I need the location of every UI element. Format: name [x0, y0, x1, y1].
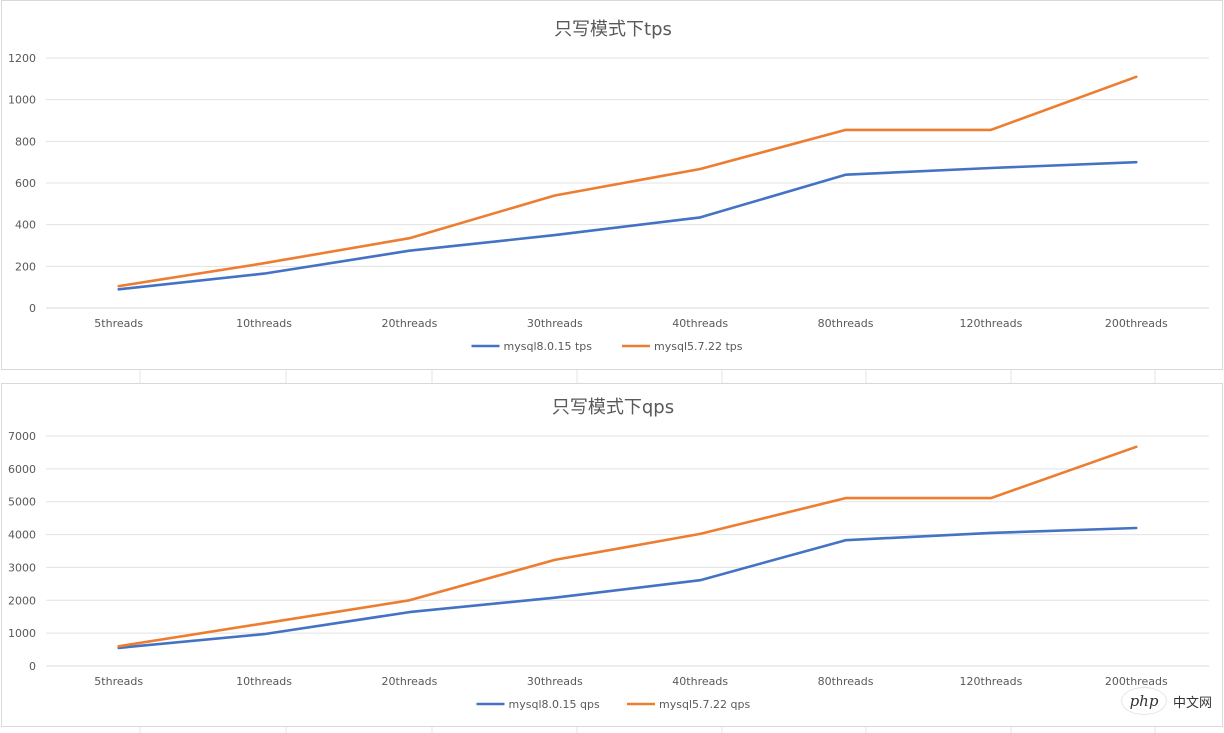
tps-chart-panel: 只写模式下tps 0 200 400 600 800 1000 1200 5threads 10t… — [1, 0, 1223, 370]
legend-label: mysql5.7.22 qps — [659, 698, 750, 711]
watermark-text: 中文网 — [1173, 695, 1213, 711]
series-line-2 — [117, 445, 1138, 648]
x-tick-label: 5threads — [94, 675, 143, 688]
series-line-1 — [117, 160, 1138, 291]
legend-label: mysql5.7.22 tps — [654, 340, 743, 353]
y-tick-label: 3000 — [8, 561, 36, 574]
y-tick-label: 2000 — [8, 594, 36, 607]
x-tick-label: 5threads — [94, 317, 143, 330]
x-tick-label: 10threads — [236, 675, 292, 688]
chart-title: 只写模式下qps — [552, 397, 674, 418]
x-tick-label: 120threads — [960, 675, 1023, 688]
x-tick-label: 20threads — [382, 675, 438, 688]
y-tick-label: 0 — [29, 302, 36, 315]
y-tick-label: 5000 — [8, 496, 36, 509]
series-line-1 — [117, 526, 1138, 650]
series-line-2 — [117, 75, 1138, 288]
x-tick-label: 30threads — [527, 675, 583, 688]
y-tick-label: 200 — [15, 260, 36, 273]
tps-line-chart: 只写模式下tps 0 200 400 600 800 1000 1200 5threads 10t… — [8, 19, 1209, 353]
y-tick-label: 4000 — [8, 529, 36, 542]
y-tick-label: 1000 — [8, 627, 36, 640]
x-tick-label: 200threads — [1105, 317, 1168, 330]
qps-chart-panel: 只写模式下qps 0 1000 2000 3000 4000 5000 6000 7000 5th… — [1, 383, 1223, 727]
chart-title: 只写模式下tps — [554, 19, 672, 40]
x-tick-label: 80threads — [818, 317, 874, 330]
x-tick-label: 20threads — [382, 317, 438, 330]
x-tick-label: 30threads — [527, 317, 583, 330]
y-tick-label: 6000 — [8, 463, 36, 476]
y-tick-label: 800 — [15, 135, 36, 148]
x-tick-label: 80threads — [818, 675, 874, 688]
legend-label: mysql8.0.15 qps — [509, 698, 600, 711]
qps-line-chart: 只写模式下qps 0 1000 2000 3000 4000 5000 6000 7000 5th… — [8, 397, 1209, 711]
y-tick-label: 1200 — [8, 52, 36, 65]
y-tick-label: 400 — [15, 219, 36, 232]
php-logo: php — [1121, 687, 1167, 715]
x-tick-label: 120threads — [960, 317, 1023, 330]
y-tick-label: 600 — [15, 177, 36, 190]
x-tick-label: 10threads — [236, 317, 292, 330]
php-cn-watermark: php 中文网 — [1121, 687, 1221, 715]
legend-label: mysql8.0.15 tps — [504, 340, 593, 353]
y-tick-label: 1000 — [8, 94, 36, 107]
y-tick-label: 0 — [29, 660, 36, 673]
x-tick-label: 40threads — [672, 675, 728, 688]
x-tick-label: 200threads — [1105, 675, 1168, 688]
x-tick-label: 40threads — [672, 317, 728, 330]
y-tick-label: 7000 — [8, 430, 36, 443]
